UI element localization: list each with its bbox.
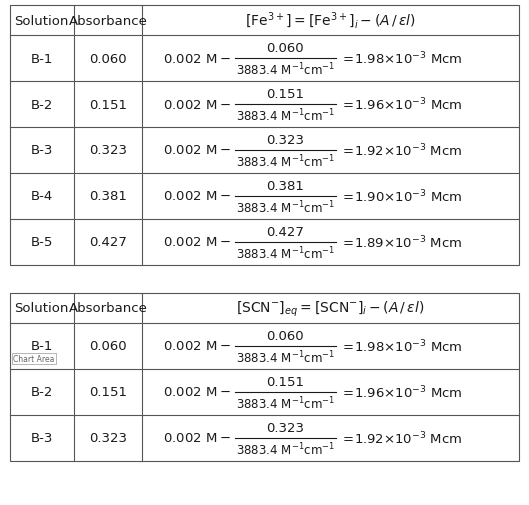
Text: 0.151: 0.151 [267,88,304,100]
Text: $[\mathrm{SCN}^{-}]_{eq}=[\mathrm{SCN}^{-}]_i-(A\,/\,\varepsilon l)$: $[\mathrm{SCN}^{-}]_{eq}=[\mathrm{SCN}^{… [236,299,425,318]
Text: Absorbance: Absorbance [69,302,148,315]
Text: 0.151: 0.151 [89,98,127,111]
Text: $=\!$1.92$\times10^{-3}\ \mathrm{Mcm}$: $=\!$1.92$\times10^{-3}\ \mathrm{Mcm}$ [340,142,462,159]
Text: B-1: B-1 [31,53,53,65]
Text: $3883.4\ \mathrm{M}^{-1}\mathrm{cm}^{-1}$: $3883.4\ \mathrm{M}^{-1}\mathrm{cm}^{-1}… [236,62,335,78]
Text: $=\!$1.92$\times10^{-3}\ \mathrm{Mcm}$: $=\!$1.92$\times10^{-3}\ \mathrm{Mcm}$ [340,430,462,446]
Text: $=\!$1.89$\times10^{-3}\ \mathrm{Mcm}$: $=\!$1.89$\times10^{-3}\ \mathrm{Mcm}$ [340,234,462,251]
Text: 0.060: 0.060 [89,340,127,353]
Text: 0.151: 0.151 [267,375,304,388]
Text: $0.002\ \mathrm{M}-$: $0.002\ \mathrm{M}-$ [162,144,231,157]
Text: $=\!$1.98$\times10^{-3}\ \mathrm{Mcm}$: $=\!$1.98$\times10^{-3}\ \mathrm{Mcm}$ [340,338,463,355]
Text: B-1: B-1 [31,340,53,353]
Text: 0.381: 0.381 [89,190,127,203]
Text: $=\!$1.90$\times10^{-3}\ \mathrm{Mcm}$: $=\!$1.90$\times10^{-3}\ \mathrm{Mcm}$ [340,188,463,205]
Text: $0.002\ \mathrm{M}-$: $0.002\ \mathrm{M}-$ [162,432,231,444]
Text: Absorbance: Absorbance [69,15,148,27]
Text: 0.151: 0.151 [89,386,127,399]
Text: B-2: B-2 [31,98,53,111]
Text: $=\!$1.98$\times10^{-3}\ \mathrm{Mcm}$: $=\!$1.98$\times10^{-3}\ \mathrm{Mcm}$ [340,50,463,67]
Text: Solution: Solution [15,302,69,315]
Text: 0.323: 0.323 [89,432,127,444]
Text: $=\!$1.96$\times10^{-3}\ \mathrm{Mcm}$: $=\!$1.96$\times10^{-3}\ \mathrm{Mcm}$ [340,96,463,113]
Text: B-3: B-3 [31,144,53,157]
Text: 0.323: 0.323 [267,421,304,434]
Text: 0.323: 0.323 [267,134,304,146]
Text: 0.427: 0.427 [267,225,304,238]
Text: B-5: B-5 [31,236,53,249]
Text: $=\!$1.96$\times10^{-3}\ \mathrm{Mcm}$: $=\!$1.96$\times10^{-3}\ \mathrm{Mcm}$ [340,384,463,400]
Text: B-3: B-3 [31,432,53,444]
Text: $3883.4\ \mathrm{M}^{-1}\mathrm{cm}^{-1}$: $3883.4\ \mathrm{M}^{-1}\mathrm{cm}^{-1}… [236,108,335,124]
Text: $0.002\ \mathrm{M}-$: $0.002\ \mathrm{M}-$ [162,386,231,399]
Text: 0.060: 0.060 [267,329,304,342]
Text: $0.002\ \mathrm{M}-$: $0.002\ \mathrm{M}-$ [162,236,231,249]
Text: $[\mathrm{Fe}^{3+}]=[\mathrm{Fe}^{3+}]_i-(A\,/\,\varepsilon l)$: $[\mathrm{Fe}^{3+}]=[\mathrm{Fe}^{3+}]_i… [245,11,416,31]
Text: 0.060: 0.060 [89,53,127,65]
Bar [10,6,519,266]
Bar [10,293,519,461]
Text: 0.323: 0.323 [89,144,127,157]
Text: $0.002\ \mathrm{M}-$: $0.002\ \mathrm{M}-$ [162,53,231,65]
Text: $3883.4\ \mathrm{M}^{-1}\mathrm{cm}^{-1}$: $3883.4\ \mathrm{M}^{-1}\mathrm{cm}^{-1}… [236,245,335,262]
Text: $0.002\ \mathrm{M}-$: $0.002\ \mathrm{M}-$ [162,190,231,203]
Text: B-2: B-2 [31,386,53,399]
Text: 0.381: 0.381 [267,180,304,192]
Text: B-4: B-4 [31,190,53,203]
Text: 0.060: 0.060 [267,42,304,55]
Text: $3883.4\ \mathrm{M}^{-1}\mathrm{cm}^{-1}$: $3883.4\ \mathrm{M}^{-1}\mathrm{cm}^{-1}… [236,441,335,458]
Text: 0.427: 0.427 [89,236,127,249]
Text: $3883.4\ \mathrm{M}^{-1}\mathrm{cm}^{-1}$: $3883.4\ \mathrm{M}^{-1}\mathrm{cm}^{-1}… [236,395,335,412]
Text: $0.002\ \mathrm{M}-$: $0.002\ \mathrm{M}-$ [162,98,231,111]
Text: $3883.4\ \mathrm{M}^{-1}\mathrm{cm}^{-1}$: $3883.4\ \mathrm{M}^{-1}\mathrm{cm}^{-1}… [236,349,335,366]
Text: $0.002\ \mathrm{M}-$: $0.002\ \mathrm{M}-$ [162,340,231,353]
Text: Chart Area: Chart Area [13,355,54,363]
Text: Solution: Solution [15,15,69,27]
Text: $3883.4\ \mathrm{M}^{-1}\mathrm{cm}^{-1}$: $3883.4\ \mathrm{M}^{-1}\mathrm{cm}^{-1}… [236,154,335,170]
Text: $3883.4\ \mathrm{M}^{-1}\mathrm{cm}^{-1}$: $3883.4\ \mathrm{M}^{-1}\mathrm{cm}^{-1}… [236,199,335,216]
